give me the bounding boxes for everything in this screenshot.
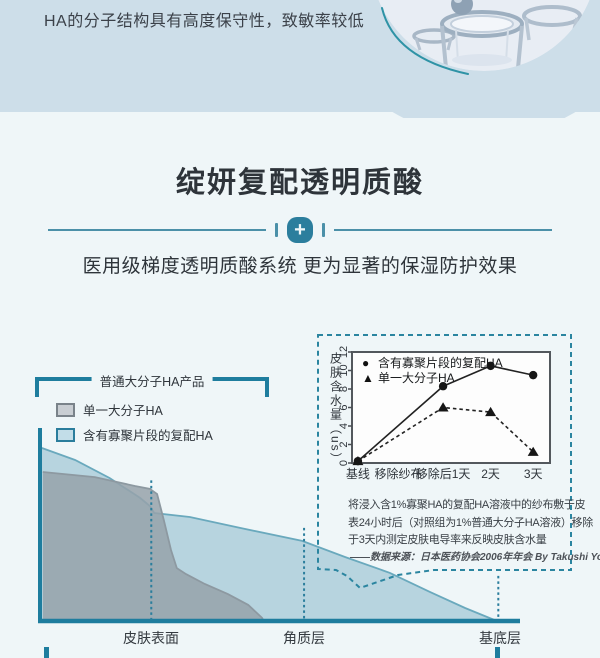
divider-tick-left xyxy=(275,223,278,237)
data-point-triangle xyxy=(437,402,449,412)
inset-series-line xyxy=(357,406,534,462)
triangle-marker-icon: ▲ xyxy=(362,370,374,385)
divider-line-right xyxy=(334,229,552,231)
gray-swatch-icon xyxy=(56,402,75,417)
legend-item-mono-ha: 单一大分子HA xyxy=(56,399,213,420)
layer-label-basal-layer: 基底层 xyxy=(479,630,521,646)
x-tick-label: 移除纱布 xyxy=(375,466,423,481)
data-point-circle xyxy=(486,361,495,371)
title-divider: + xyxy=(0,216,600,244)
layer-label-stratum-corneum: 角质层 xyxy=(283,630,325,646)
y-tick-label: 12 xyxy=(338,346,350,358)
inset-legend-label: 含有寡聚片段的复配HA xyxy=(378,356,503,370)
y-tick-label: 6 xyxy=(338,404,350,410)
inset-series-line xyxy=(357,365,534,462)
layer-label-skin-surface: 皮肤表面 xyxy=(123,630,179,646)
circle-mask xyxy=(309,0,600,118)
area-chart-legend: 单一大分子HA 含有寡聚片段的复配HA xyxy=(56,399,213,449)
legend-item-compound-ha: 含有寡聚片段的复配HA xyxy=(56,424,213,445)
inset-callout-dashed-box xyxy=(317,334,572,590)
bracket-label: 普通大分子HA产品 xyxy=(91,371,213,390)
data-point-triangle xyxy=(485,406,497,417)
bottom-bracket-tick-left xyxy=(44,647,49,658)
legend-label: 单一大分子HA xyxy=(83,404,163,418)
divider-tick-right xyxy=(322,223,325,237)
beakers-image xyxy=(412,0,582,69)
data-point-triangle xyxy=(527,446,539,456)
y-tick-label: 8 xyxy=(338,386,350,392)
inset-plot-area xyxy=(351,351,551,464)
legend-label: 含有寡聚片段的复配HA xyxy=(83,429,213,443)
data-point-triangle xyxy=(352,455,364,466)
y-tick-label: 4 xyxy=(338,423,350,429)
blue-swatch-icon xyxy=(56,427,75,442)
y-tick-label: 2 xyxy=(338,441,350,447)
circle-marker-icon: ● xyxy=(362,355,370,370)
section-subtitle: 医用级梯度透明质酸系统 更为显著的保湿防护效果 xyxy=(82,256,518,277)
x-tick-label: 基线 xyxy=(346,467,370,481)
data-source-credit: ——数据来源：日本医药协会2006年年会 By Takushi Yoshida xyxy=(350,552,600,563)
x-tick-label: 3天 xyxy=(524,467,543,481)
data-point-circle xyxy=(528,370,538,380)
ha-tagline: HA的分子结构具有高度保守性，致敏率较低 xyxy=(44,13,365,30)
teal-arc-decoration xyxy=(381,7,469,75)
inset-chart-legend: ● 含有寡聚片段的复配HA ▲ 单一大分子HA xyxy=(362,355,503,386)
area-series-fill xyxy=(42,472,265,622)
y-tick-label: 0 xyxy=(338,460,350,466)
x-tick-label: 移除后1天 xyxy=(416,466,471,481)
note-line: 将浸入含1%寡聚HA的复配HA溶液中的纱布敷于皮 xyxy=(348,499,586,511)
inset-legend-item: ● 含有寡聚片段的复配HA xyxy=(362,355,503,371)
layer-guide-lines xyxy=(150,480,500,620)
inset-y-axis-label: 皮肤含水量（us） xyxy=(328,352,343,467)
area-chart-series xyxy=(41,447,498,623)
y-tick-label: 10 xyxy=(338,364,350,376)
x-tick-label: 2天 xyxy=(481,467,500,481)
area-series-edge xyxy=(42,471,265,623)
divider-line-left xyxy=(48,229,266,231)
note-line: 于3天内测定皮肤电导率来反映皮肤含水量 xyxy=(348,534,547,547)
plus-clover-icon: + xyxy=(287,217,313,243)
section-title: 绽妍复配透明质酸 xyxy=(175,167,424,199)
inset-legend-label: 单一大分子HA xyxy=(378,371,455,385)
data-point-circle xyxy=(438,382,448,391)
note-line: 表24小时后（对照组为1%普通大分子HA溶液）移除 xyxy=(348,516,593,529)
bottom-bracket-tick-right xyxy=(495,647,500,658)
experiment-note: 将浸入含1%寡聚HA的复配HA溶液中的纱布敷于皮 表24小时后（对照组为1%普通… xyxy=(348,497,593,550)
hero-illustration xyxy=(309,0,600,118)
inset-legend-item: ▲ 单一大分子HA xyxy=(362,370,503,386)
droplet-image xyxy=(451,0,473,15)
